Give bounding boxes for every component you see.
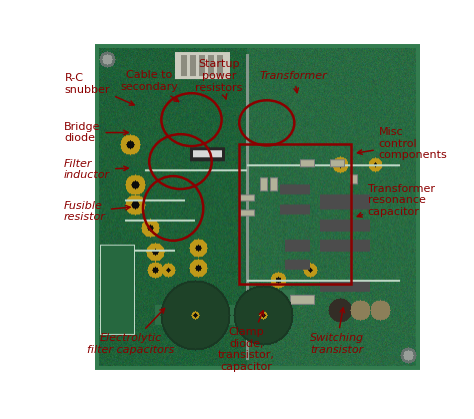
Bar [239, 144, 351, 284]
Text: Transformer
resonance
capacitor: Transformer resonance capacitor [357, 184, 435, 217]
Text: Startup
power
resistors: Startup power resistors [195, 59, 243, 99]
Text: Clamp
diode,
transistor,
capacitor: Clamp diode, transistor, capacitor [218, 311, 275, 372]
Text: Electrolytic
filter capacitors: Electrolytic filter capacitors [87, 308, 174, 354]
Text: R-C
snubber: R-C snubber [65, 73, 134, 105]
Text: Cable to
secondary: Cable to secondary [120, 70, 179, 101]
Text: Fusible
resistor: Fusible resistor [64, 201, 130, 222]
Text: Switching
transistor: Switching transistor [310, 308, 364, 354]
Text: Filter
inductor: Filter inductor [64, 159, 128, 181]
Text: Misc
control
components: Misc control components [357, 127, 447, 160]
Text: Bridge
diode: Bridge diode [64, 122, 128, 143]
Text: Transformer: Transformer [260, 71, 328, 93]
